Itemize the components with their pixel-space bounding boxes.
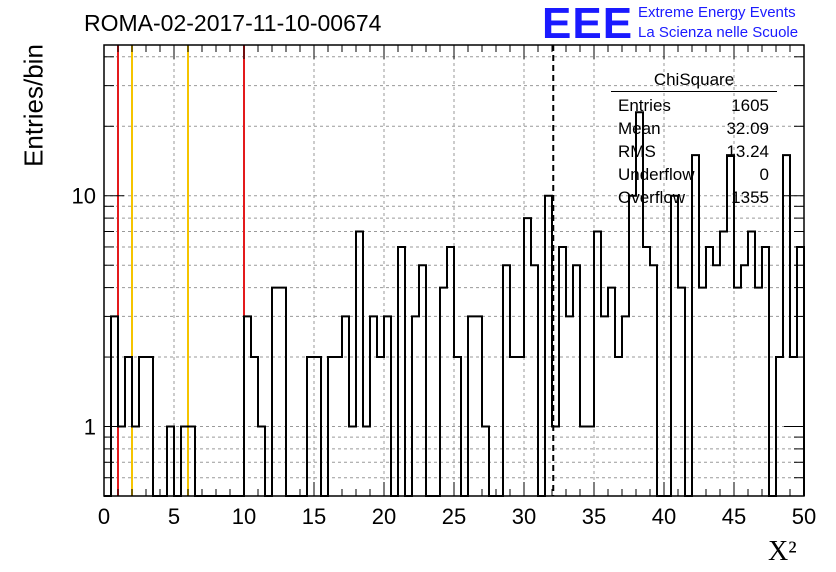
x-tick-label: 35 <box>582 504 606 529</box>
chart-title: ROMA-02-2017-11-10-00674 <box>84 10 382 36</box>
stats-row-rms: RMS 13.24 <box>611 140 777 163</box>
histogram-bin <box>503 265 510 496</box>
histogram-bin <box>601 316 608 496</box>
stats-label: Overflow <box>618 188 686 207</box>
histogram-bin <box>272 288 279 496</box>
stats-row-entries: Entries 1605 <box>611 94 777 117</box>
x-tick-label: 20 <box>372 504 396 529</box>
y-tick-label: 1 <box>84 415 96 440</box>
histogram-bin <box>650 265 657 496</box>
histogram-bin <box>384 316 391 496</box>
histogram-bin <box>244 316 251 496</box>
histogram-bin <box>713 265 720 496</box>
histogram-bin <box>622 316 629 496</box>
x-axis-label: X² <box>768 536 797 567</box>
logo-line-1: Extreme Energy Events <box>638 4 796 21</box>
histogram-bin <box>608 288 615 496</box>
histogram-bin <box>559 247 566 496</box>
histogram-bin <box>573 265 580 496</box>
histogram-bin <box>643 247 650 496</box>
histogram-bin <box>545 196 552 496</box>
x-tick-label: 30 <box>512 504 536 529</box>
stats-title: ChiSquare <box>611 70 777 92</box>
histogram-bin <box>594 231 601 496</box>
logo-line-2: La Scienza nelle Scuole <box>638 24 799 41</box>
histogram-bin <box>279 288 286 496</box>
x-tick-label: 50 <box>792 504 816 529</box>
stats-row-overflow: Overflow 1355 <box>611 186 777 209</box>
x-tick-label: 0 <box>98 504 110 529</box>
stats-row-underflow: Underflow 0 <box>611 163 777 186</box>
histogram-bin <box>755 288 762 496</box>
stats-label: Mean <box>618 119 661 138</box>
x-tick-label: 5 <box>168 504 180 529</box>
histogram-bin <box>468 316 475 496</box>
histogram-bin <box>797 247 804 496</box>
histogram-bin <box>762 247 769 496</box>
histogram-bin <box>356 231 363 496</box>
x-tick-label: 10 <box>232 504 256 529</box>
histogram-bin <box>720 231 727 496</box>
histogram-bin <box>111 316 118 496</box>
stats-label: Underflow <box>618 165 695 184</box>
histogram-bin <box>398 247 405 496</box>
stats-value: 32.09 <box>726 119 769 138</box>
histogram-bin <box>629 196 636 496</box>
stats-label: Entries <box>618 96 671 115</box>
eee-logo: EEE Extreme Energy Events La Scienza nel… <box>542 0 798 48</box>
histogram-bin <box>370 316 377 496</box>
histogram-bin <box>419 265 426 496</box>
x-tick-label: 45 <box>722 504 746 529</box>
y-axis-label: Entries/bin <box>18 44 49 167</box>
x-tick-label: 15 <box>302 504 326 529</box>
histogram-bin <box>566 316 573 496</box>
histogram-bin <box>440 288 447 496</box>
histogram-bin <box>734 288 741 496</box>
stats-box: ChiSquare Entries 1605 Mean 32.09 RMS 13… <box>611 70 777 209</box>
stats-label: RMS <box>618 142 656 161</box>
histogram-bin <box>531 265 538 496</box>
histogram-bin <box>678 288 685 496</box>
logo-mark: EEE <box>542 0 634 48</box>
x-tick-label: 40 <box>652 504 676 529</box>
histogram-bin <box>447 247 454 496</box>
stats-value: 1355 <box>731 188 769 207</box>
histogram-bin <box>748 231 755 496</box>
histogram-bin <box>699 288 706 496</box>
stats-value: 1605 <box>731 96 769 115</box>
y-tick-label: 10 <box>72 184 96 209</box>
histogram-bin <box>342 316 349 496</box>
histogram-bin <box>741 265 748 496</box>
x-tick-label: 25 <box>442 504 466 529</box>
histogram-bin <box>706 247 713 496</box>
stats-value: 13.24 <box>726 142 769 161</box>
stats-row-mean: Mean 32.09 <box>611 117 777 140</box>
histogram-bin <box>412 316 419 496</box>
histogram-bin <box>671 196 678 496</box>
stats-value: 0 <box>759 165 769 184</box>
histogram-bin <box>475 316 482 496</box>
